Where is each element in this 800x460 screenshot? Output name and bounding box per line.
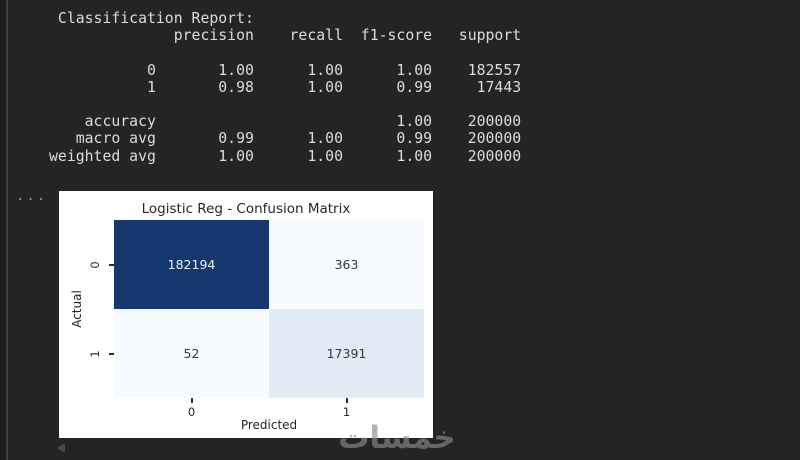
heatmap-axes: 182194 363 52 17391	[114, 220, 424, 398]
collapsed-cell-ellipsis[interactable]: ...	[16, 188, 48, 204]
heatmap-cell-1-0: 52	[114, 309, 269, 398]
x-tick-mark-1	[345, 398, 348, 403]
confusion-matrix-figure: Logistic Reg - Confusion Matrix 182194 3…	[59, 191, 433, 438]
y-tick-mark-0	[109, 263, 114, 266]
y-tick-mark-1	[109, 352, 114, 355]
chart-title: Logistic Reg - Confusion Matrix	[141, 201, 351, 217]
editor-gutter	[0, 0, 6, 460]
x-axis-label: Predicted	[240, 418, 298, 432]
x-tick-label-1: 1	[342, 405, 351, 419]
y-tick-label-1: 1	[88, 349, 102, 358]
heatmap-cell-0-0: 182194	[114, 220, 269, 309]
scrollbar-left-arrow-icon[interactable]	[57, 443, 65, 453]
y-tick-label-0: 0	[88, 260, 102, 269]
y-axis-label: Actual	[70, 290, 84, 328]
editor-gutter-border	[6, 0, 8, 460]
heatmap-cell-1-1: 17391	[269, 309, 424, 398]
x-tick-label-0: 0	[187, 405, 196, 419]
classification-report-output: Classification Report: precision recall …	[49, 10, 522, 165]
heatmap-cell-0-1: 363	[269, 220, 424, 309]
x-tick-mark-0	[190, 398, 193, 403]
